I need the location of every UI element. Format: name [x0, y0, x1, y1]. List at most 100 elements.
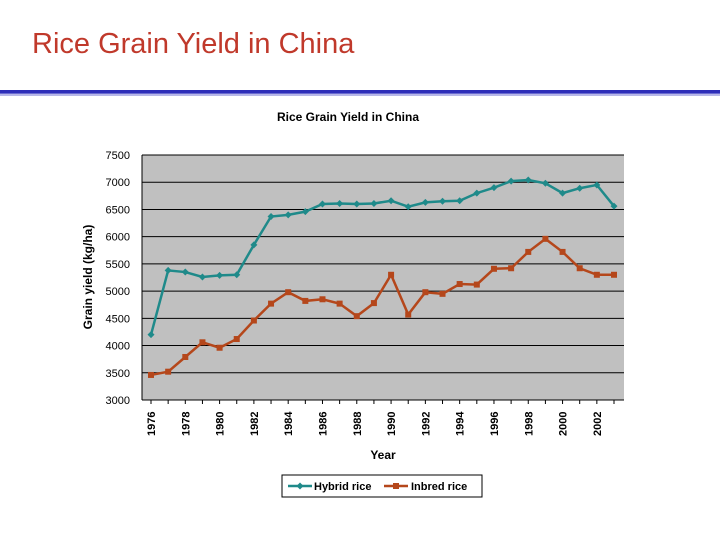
legend-label: Hybrid rice: [314, 481, 371, 493]
data-point: [302, 297, 309, 304]
y-axis-ticks: 3000 3500 4000 4500 5000 5500 6000 6500 7000 7500: [106, 150, 130, 407]
data-point: [473, 189, 481, 197]
data-point: [336, 199, 344, 207]
data-point: [456, 281, 463, 288]
data-point: [301, 208, 309, 216]
data-point: [593, 181, 601, 189]
x-tick-label: 1996: [489, 412, 501, 436]
data-point: [181, 268, 189, 276]
data-point: [388, 271, 395, 278]
legend-item: Inbred rice: [384, 481, 467, 493]
data-point: [233, 336, 240, 343]
data-point: [541, 179, 549, 187]
data-point: [404, 203, 412, 211]
data-point: [353, 313, 360, 320]
data-point: [336, 300, 343, 307]
y-tick-label: 3500: [106, 368, 130, 380]
legend: Hybrid rice Inbred rice: [281, 474, 483, 498]
data-point: [593, 271, 600, 278]
y-tick-label: 7500: [106, 150, 130, 162]
series-inbred-rice: [148, 235, 617, 378]
data-point: [370, 300, 377, 307]
series-line: [150, 237, 614, 377]
x-tick-label: 1990: [386, 412, 398, 436]
data-point: [576, 184, 584, 192]
data-point: [233, 271, 241, 279]
x-tick-label: 1982: [249, 412, 261, 436]
y-tick-label: 6500: [106, 204, 130, 216]
x-tick-label: 2000: [558, 412, 570, 436]
x-tick-label: 1976: [146, 412, 158, 436]
data-point: [439, 197, 447, 205]
x-tick-label: 1984: [283, 411, 295, 436]
data-point: [216, 344, 223, 351]
data-point: [405, 311, 412, 318]
data-point: [198, 273, 206, 281]
data-point: [148, 371, 154, 378]
y-tick-label: 5500: [106, 259, 130, 271]
data-point: [611, 271, 617, 278]
y-tick-label: 6000: [106, 232, 130, 244]
data-point: [216, 271, 224, 279]
data-point: [439, 290, 446, 297]
data-point: [421, 198, 429, 206]
y-tick-label: 5000: [106, 286, 130, 298]
data-point: [524, 176, 532, 184]
series-group: [147, 176, 618, 378]
data-point: [319, 296, 326, 303]
x-tick-label: 1994: [455, 411, 467, 436]
data-point: [610, 202, 618, 210]
data-point: [507, 177, 515, 185]
y-axis-title: Grain yield (kg/ha): [81, 225, 95, 330]
data-point: [267, 213, 275, 221]
data-point: [559, 189, 567, 197]
data-point: [268, 300, 275, 307]
x-tick-label: 1980: [215, 412, 227, 436]
x-tick-label: 1992: [420, 412, 432, 436]
data-point: [165, 368, 172, 375]
data-point: [456, 197, 464, 205]
plot-area: [142, 155, 624, 400]
x-tick-label: 1978: [180, 412, 192, 436]
legend-item: Hybrid rice: [288, 481, 371, 493]
legend-marker: [393, 483, 399, 489]
data-point: [370, 199, 378, 207]
data-point: [422, 289, 429, 296]
data-point: [387, 197, 395, 205]
x-tick-label: 1986: [317, 412, 329, 436]
x-tick-label: 1988: [352, 412, 364, 436]
series-hybrid-rice: [147, 176, 618, 339]
x-tick-label: 2002: [592, 412, 604, 436]
data-point: [182, 353, 189, 360]
x-axis-title: Year: [370, 448, 396, 462]
x-tick-label: 1998: [523, 412, 535, 436]
data-point: [542, 235, 549, 242]
x-axis-ticks: 1976 1978 1980 1982 1984 1986 1988 1990 1992 1994…: [146, 400, 615, 436]
data-point: [508, 265, 515, 272]
legend-marker: [296, 482, 304, 490]
data-point: [164, 266, 172, 274]
data-point: [250, 317, 257, 324]
data-point: [285, 289, 292, 296]
data-point: [559, 248, 566, 255]
data-point: [318, 200, 326, 208]
data-point: [353, 200, 361, 208]
data-point: [576, 265, 583, 272]
chart-title: Rice Grain Yield in China: [277, 110, 419, 124]
legend-label: Inbred rice: [411, 481, 467, 493]
y-tick-label: 4000: [106, 341, 130, 353]
data-point: [490, 184, 498, 192]
y-tick-label: 7000: [106, 177, 130, 189]
series-line: [149, 178, 615, 335]
data-point: [147, 331, 155, 339]
data-point: [250, 241, 258, 249]
y-tick-label: 4500: [106, 313, 130, 325]
legend-box: [281, 474, 483, 498]
title-divider: [0, 90, 720, 96]
data-point: [473, 281, 480, 288]
data-point: [490, 265, 497, 272]
data-point: [525, 248, 532, 255]
data-point: [284, 211, 292, 219]
y-tick-label: 3000: [106, 395, 130, 407]
